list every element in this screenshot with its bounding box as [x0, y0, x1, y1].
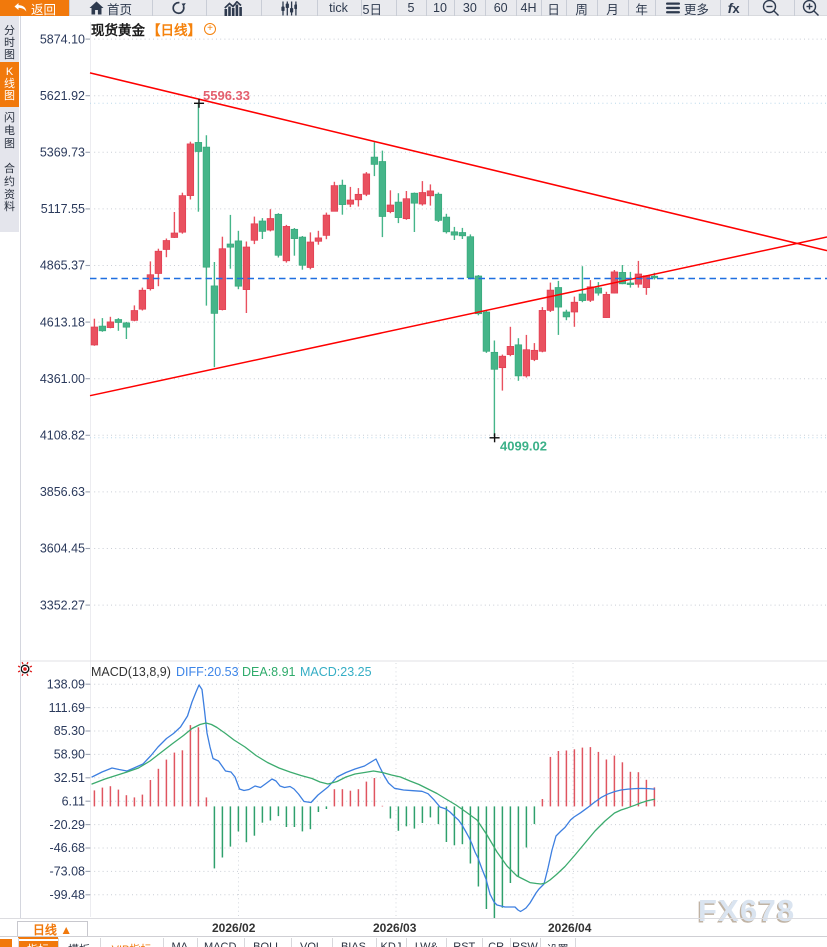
svg-text:85.30: 85.30	[54, 724, 85, 738]
svg-text:FX678: FX678	[698, 893, 795, 928]
svg-text:DIFF:20.53: DIFF:20.53	[176, 665, 239, 679]
svg-text:5117.55: 5117.55	[41, 202, 85, 216]
svg-text:-20.29: -20.29	[50, 818, 85, 832]
svg-text:-73.08: -73.08	[50, 865, 85, 879]
svg-text:4361.00: 4361.00	[40, 372, 85, 386]
svg-text:-99.48: -99.48	[50, 888, 85, 902]
svg-text:MACD(13,8,9): MACD(13,8,9)	[91, 665, 171, 679]
svg-text:4099.02: 4099.02	[500, 439, 547, 454]
svg-text:6.11: 6.11	[62, 794, 85, 808]
svg-text:5369.73: 5369.73	[40, 146, 85, 160]
svg-text:5621.92: 5621.92	[40, 89, 85, 103]
svg-text:58.90: 58.90	[54, 748, 85, 762]
svg-text:3352.27: 3352.27	[40, 598, 85, 612]
svg-text:DEA:8.91: DEA:8.91	[242, 665, 296, 679]
svg-text:MACD:23.25: MACD:23.25	[300, 665, 372, 679]
svg-text:5874.10: 5874.10	[40, 32, 85, 46]
svg-text:3856.63: 3856.63	[40, 485, 85, 499]
svg-text:-46.68: -46.68	[50, 841, 85, 855]
svg-text:32.51: 32.51	[54, 771, 85, 785]
svg-text:4108.82: 4108.82	[40, 429, 85, 443]
svg-text:138.09: 138.09	[47, 677, 85, 691]
svg-text:4865.37: 4865.37	[40, 259, 85, 273]
svg-text:5596.33: 5596.33	[203, 88, 250, 103]
svg-text:4613.18: 4613.18	[40, 315, 85, 329]
svg-text:3604.45: 3604.45	[40, 542, 85, 556]
svg-text:111.69: 111.69	[49, 701, 85, 715]
svg-text:FX678: FX678	[697, 894, 794, 929]
